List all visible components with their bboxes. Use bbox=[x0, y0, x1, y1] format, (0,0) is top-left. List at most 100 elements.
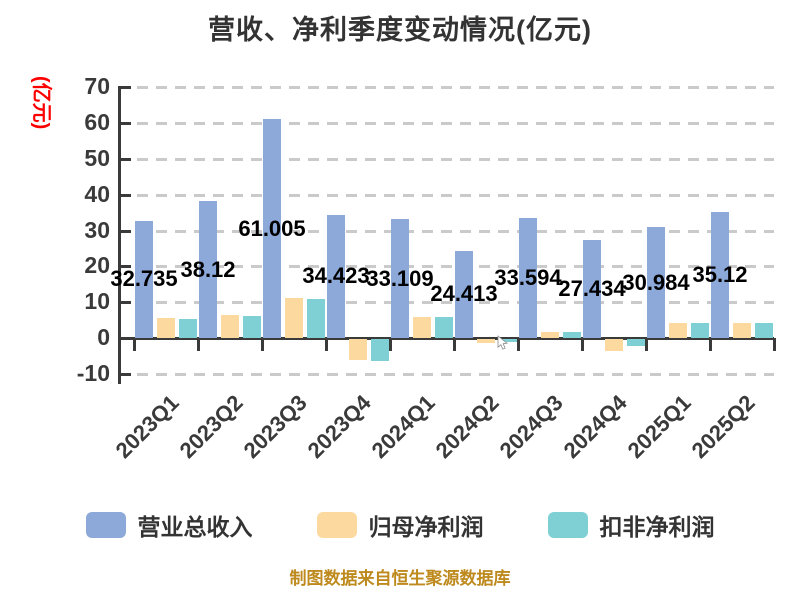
x-axis-tick bbox=[261, 338, 264, 352]
x-tick-label-2024Q4: 2024Q4 bbox=[558, 390, 632, 464]
x-tick-label-2023Q3: 2023Q3 bbox=[238, 390, 312, 464]
bar-扣非净利润-2023Q3 bbox=[307, 299, 325, 339]
x-axis-tick bbox=[389, 338, 392, 352]
bar-归母净利润-2023Q1 bbox=[157, 318, 175, 339]
bar-营业总收入-2025Q2 bbox=[711, 212, 729, 339]
x-tick-label-2023Q4: 2023Q4 bbox=[302, 390, 376, 464]
bar-value-label: 33.594 bbox=[494, 264, 562, 290]
x-tick-label-2024Q3: 2024Q3 bbox=[494, 390, 568, 464]
y-tick-label: 0 bbox=[97, 324, 110, 351]
gridline-20 bbox=[118, 265, 774, 269]
bar-归母净利润-2023Q4 bbox=[349, 339, 367, 360]
bar-扣非净利润-2024Q4 bbox=[627, 339, 645, 346]
bar-value-label: 32.735 bbox=[110, 266, 178, 292]
bar-归母净利润-2025Q1 bbox=[669, 322, 687, 339]
bar-value-label: 27.434 bbox=[558, 275, 626, 301]
legend-swatch bbox=[85, 512, 126, 538]
bar-营业总收入-2025Q1 bbox=[647, 226, 665, 339]
legend-item-营业总收入[interactable]: 营业总收入 bbox=[85, 508, 253, 542]
bar-扣非净利润-2025Q2 bbox=[755, 323, 773, 339]
x-axis-tick bbox=[517, 338, 520, 352]
gridline-30 bbox=[118, 229, 774, 233]
bar-归母净利润-2023Q3 bbox=[285, 297, 303, 339]
bar-营业总收入-2023Q1 bbox=[135, 220, 153, 339]
bar-value-label: 34.423 bbox=[302, 263, 370, 289]
chart-title: 营收、净利季度变动情况(亿元) bbox=[208, 15, 592, 45]
y-tick-label: 60 bbox=[84, 108, 110, 135]
bar-扣非净利润-2025Q1 bbox=[691, 323, 709, 339]
y-axis-tick bbox=[118, 193, 131, 197]
bar-value-label: 35.12 bbox=[692, 262, 748, 288]
x-tick-label-2025Q2: 2025Q2 bbox=[686, 390, 760, 464]
y-tick-label: 40 bbox=[84, 180, 110, 207]
x-tick-label-2023Q1: 2023Q1 bbox=[110, 390, 184, 464]
x-axis-line bbox=[118, 337, 774, 341]
bar-扣非净利润-2023Q4 bbox=[371, 339, 389, 361]
bar-营业总收入-2024Q1 bbox=[391, 219, 409, 339]
x-tick-label-2024Q2: 2024Q2 bbox=[430, 390, 504, 464]
x-tick-label-2025Q1: 2025Q1 bbox=[622, 390, 696, 464]
legend-label: 归母净利润 bbox=[368, 514, 484, 540]
y-axis-tick bbox=[118, 373, 131, 376]
y-axis-tick bbox=[118, 86, 131, 89]
y-tick-label: 50 bbox=[84, 144, 110, 171]
mouse-cursor bbox=[497, 335, 508, 350]
y-tick-label: -10 bbox=[76, 360, 110, 386]
bar-营业总收入-2024Q2 bbox=[455, 250, 473, 339]
legend-item-归母净利润[interactable]: 归母净利润 bbox=[316, 508, 484, 542]
x-axis-tick bbox=[197, 338, 200, 352]
gridline-50 bbox=[118, 157, 774, 161]
x-tick-label-2023Q2: 2023Q2 bbox=[174, 390, 248, 464]
gridline-40 bbox=[118, 193, 774, 197]
legend-swatch bbox=[316, 512, 357, 538]
y-axis-tick bbox=[118, 229, 131, 233]
x-axis-tick bbox=[453, 338, 456, 352]
bar-营业总收入-2023Q4 bbox=[327, 214, 345, 339]
bar-扣非净利润-2023Q1 bbox=[179, 319, 197, 339]
bar-归母净利润-2023Q2 bbox=[221, 314, 239, 339]
bar-value-label: 24.413 bbox=[430, 281, 498, 307]
y-tick-label: 10 bbox=[84, 288, 110, 315]
y-axis-line bbox=[118, 87, 121, 384]
y-tick-label: 20 bbox=[84, 252, 110, 279]
y-axis-tick bbox=[118, 121, 131, 125]
x-axis-tick bbox=[645, 338, 648, 352]
bar-营业总收入-2024Q3 bbox=[519, 217, 537, 339]
x-axis-tick bbox=[581, 338, 584, 352]
bar-扣非净利润-2024Q1 bbox=[435, 317, 453, 339]
bar-value-label: 38.12 bbox=[180, 256, 236, 282]
x-axis-tick bbox=[133, 338, 136, 352]
x-axis-tick bbox=[709, 338, 712, 352]
bar-扣非净利润-2024Q3 bbox=[563, 331, 581, 339]
x-axis-tick bbox=[325, 338, 328, 352]
bar-归母净利润-2025Q2 bbox=[733, 322, 751, 339]
legend-swatch bbox=[547, 512, 588, 538]
gridline-70 bbox=[118, 86, 774, 89]
y-axis-tick bbox=[118, 157, 131, 161]
gridline--10 bbox=[118, 373, 774, 376]
bar-归母净利润-2024Q2 bbox=[477, 339, 495, 344]
y-tick-label: 70 bbox=[84, 73, 110, 99]
plot-area: 70 60 50 40 30 20 10 0 -10 32.735 38.12 61.005 34.42… bbox=[77, 75, 776, 463]
bar-value-label: 61.005 bbox=[238, 215, 306, 241]
y-axis-tick bbox=[118, 265, 131, 269]
x-axis-tick bbox=[773, 338, 776, 352]
bar-归母净利润-2024Q3 bbox=[541, 332, 559, 339]
bar-扣非净利润-2024Q2 bbox=[499, 339, 517, 342]
legend-label: 营业总收入 bbox=[137, 514, 253, 540]
y-tick-label: 30 bbox=[84, 216, 110, 243]
gridline-60 bbox=[118, 121, 774, 125]
bar-value-label: 33.109 bbox=[366, 265, 434, 291]
legend-label: 扣非净利润 bbox=[599, 514, 715, 540]
bar-归母净利润-2024Q1 bbox=[413, 316, 431, 339]
bar-扣非净利润-2023Q2 bbox=[243, 315, 261, 339]
footer-note: 制图数据来自恒生聚源数据库 bbox=[289, 569, 511, 588]
bar-营业总收入-2023Q2 bbox=[199, 201, 217, 339]
gridline-10 bbox=[118, 301, 774, 305]
legend: 营业总收入 归母净利润 扣非净利润 bbox=[0, 508, 800, 542]
y-axis-tick bbox=[118, 301, 131, 305]
bar-营业总收入-2024Q4 bbox=[583, 239, 601, 339]
bar-营业总收入-2023Q3 bbox=[263, 119, 281, 339]
legend-item-扣非净利润[interactable]: 扣非净利润 bbox=[547, 508, 715, 542]
